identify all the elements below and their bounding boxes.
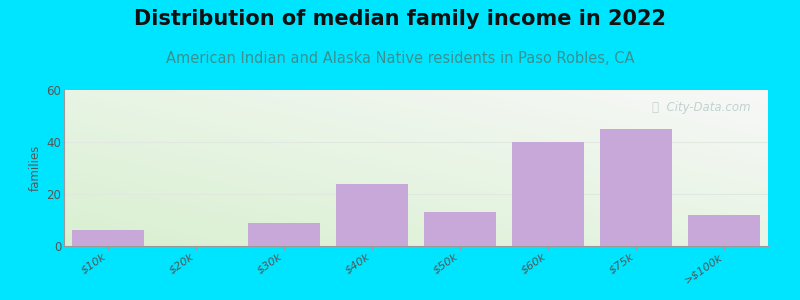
Bar [72, 230, 144, 246]
Text: American Indian and Alaska Native residents in Paso Robles, CA: American Indian and Alaska Native reside… [166, 51, 634, 66]
Bar [600, 129, 672, 246]
Bar [512, 142, 584, 246]
Text: Distribution of median family income in 2022: Distribution of median family income in … [134, 9, 666, 29]
Bar [424, 212, 496, 246]
Y-axis label: families: families [29, 145, 42, 191]
Text: ⓘ  City-Data.com: ⓘ City-Data.com [652, 101, 750, 114]
Bar [336, 184, 408, 246]
Bar [248, 223, 320, 246]
Bar [688, 215, 760, 246]
